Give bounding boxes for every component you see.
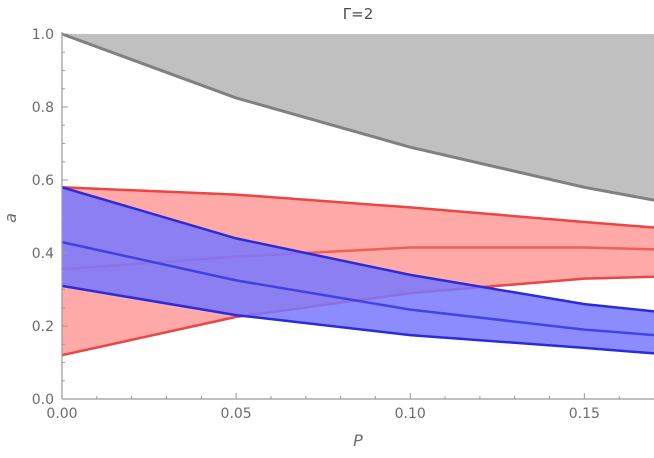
gray-region-fill xyxy=(62,34,654,201)
red-upper-line xyxy=(61,186,654,229)
y-tick-label: 0.6 xyxy=(32,173,54,189)
blue-upper-line xyxy=(61,186,654,313)
x-tick-label: 0.15 xyxy=(569,406,600,422)
y-axis-label: a xyxy=(1,213,20,223)
blue-band-fill xyxy=(62,187,654,354)
y-tick-label: 0.2 xyxy=(32,319,54,335)
x-tick-label: 0.00 xyxy=(46,406,77,422)
y-tick-label: 1.0 xyxy=(32,27,54,43)
chart-title: Γ=2 xyxy=(343,5,373,23)
axes: 0.00 0.05 0.10 0.15 0.0 0.2 0.4 0.6 0.8 1.0 xyxy=(32,27,654,422)
x-tick-label: 0.05 xyxy=(221,406,252,422)
blue-lower-line xyxy=(61,284,654,355)
plot-area xyxy=(61,32,654,357)
y-tick-label: 0.4 xyxy=(32,246,54,262)
x-tick-label: 0.10 xyxy=(395,406,426,422)
y-tick-label: 0.8 xyxy=(32,100,54,116)
gray-boundary-line xyxy=(61,32,654,202)
x-axis-label: P xyxy=(353,431,363,450)
blue-middle-line xyxy=(61,240,654,337)
y-tick-label: 0.0 xyxy=(32,392,54,408)
